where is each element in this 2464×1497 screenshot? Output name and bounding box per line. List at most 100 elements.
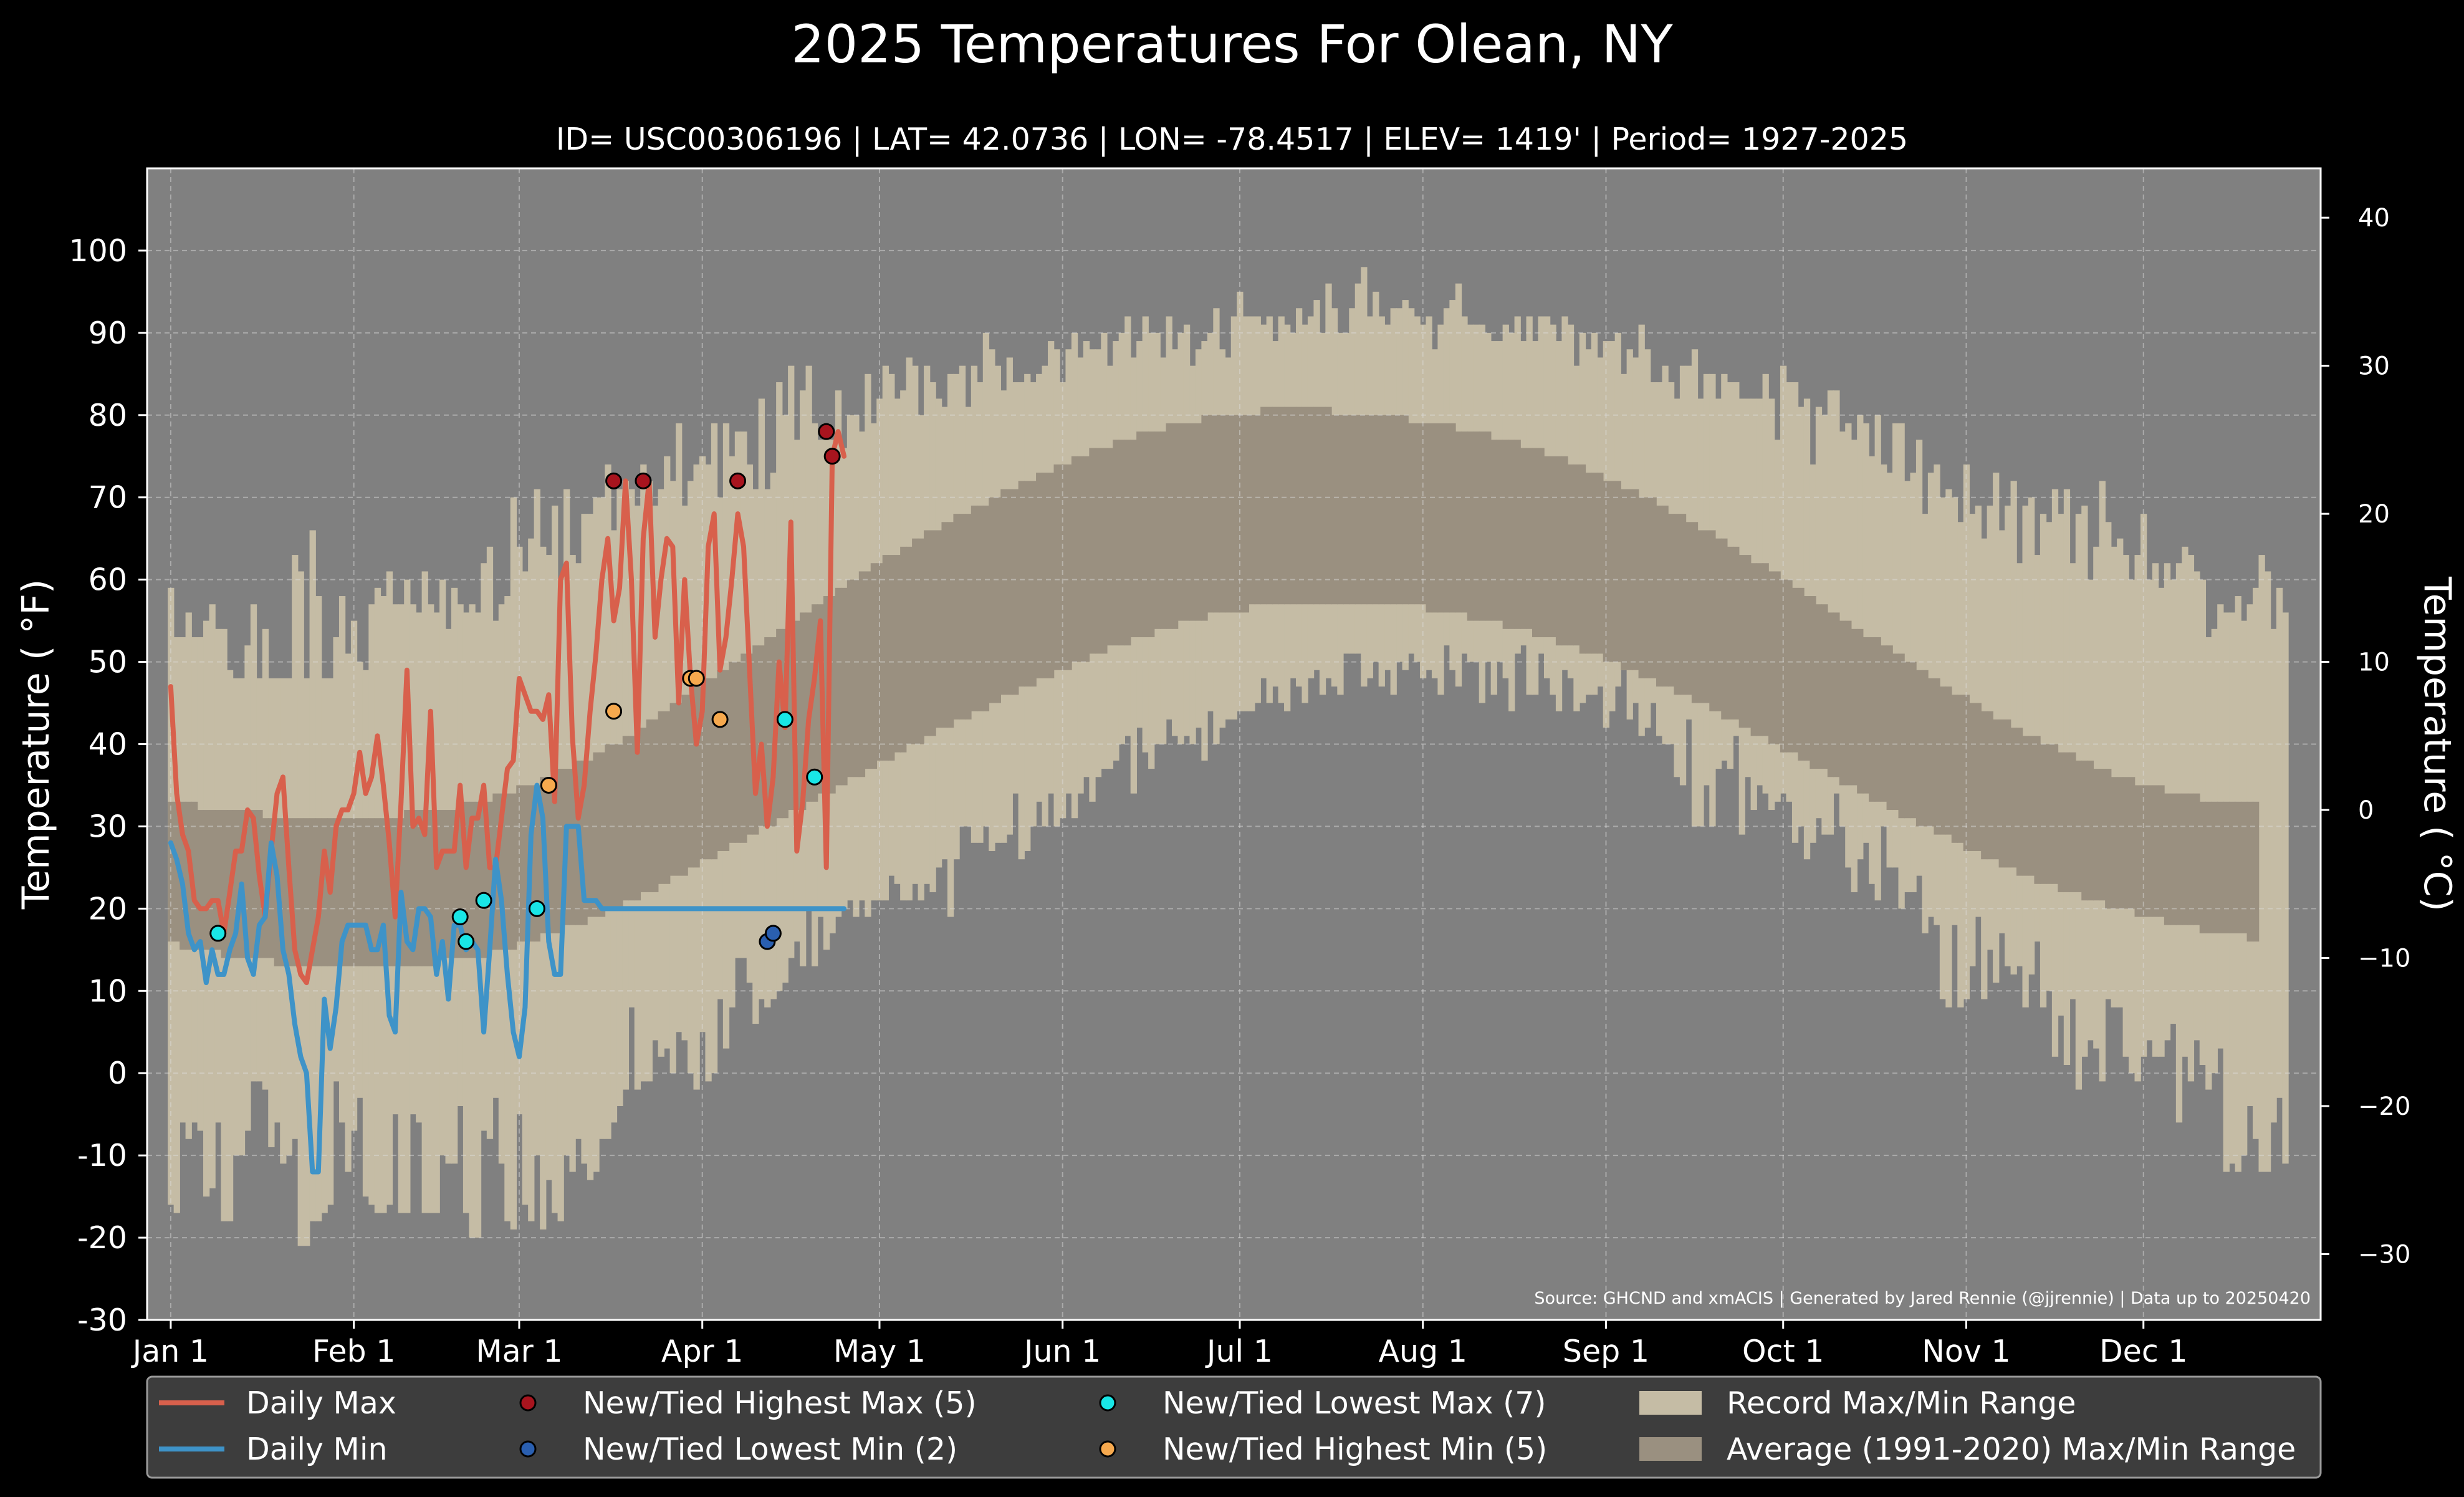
x-tick-label: Nov 1 <box>1922 1334 2010 1369</box>
normal-range-bar <box>1148 431 1155 637</box>
normal-range-bar <box>699 686 706 860</box>
normal-range-bar <box>1302 407 1308 605</box>
normal-range-bar <box>1195 423 1202 621</box>
normal-range-bar <box>1490 440 1497 621</box>
record-range-bar <box>2105 522 2112 999</box>
normal-range-bar <box>982 505 990 711</box>
normal-range-bar <box>1361 415 1368 605</box>
normal-range-bar <box>545 777 552 933</box>
normal-range-bar <box>244 810 251 958</box>
normal-range-bar <box>2134 785 2141 917</box>
normal-range-bar <box>557 769 564 933</box>
normal-range-bar <box>800 612 807 811</box>
normal-range-bar <box>1550 456 1556 637</box>
normal-range-bar <box>1650 497 1657 678</box>
normal-range-bar <box>793 620 800 811</box>
record-range-bar <box>1862 423 1869 843</box>
normal-range-bar <box>2241 801 2248 933</box>
normal-range-bar <box>829 596 836 794</box>
normal-range-bar <box>688 695 694 868</box>
normal-range-bar <box>858 571 866 777</box>
normal-range-bar <box>1113 440 1119 646</box>
normal-range-bar <box>1738 555 1745 728</box>
normal-range-bar <box>1124 440 1131 646</box>
normal-range-bar <box>1390 415 1397 605</box>
normal-range-bar <box>1851 628 1858 786</box>
marker-new-tied-lowest-min <box>764 925 782 942</box>
record-range-bar <box>2270 628 2277 1123</box>
normal-range-bar <box>616 744 623 909</box>
normal-range-bar <box>658 711 664 884</box>
normal-range-bar <box>894 555 901 753</box>
normal-range-bar <box>168 801 175 942</box>
normal-range-bar <box>1101 448 1108 654</box>
normal-range-bar <box>1077 456 1084 662</box>
normal-range-bar <box>232 810 239 958</box>
normal-range-bar <box>717 670 724 852</box>
normal-range-bar <box>1998 719 2005 868</box>
normal-range-bar <box>1874 637 1881 802</box>
normal-range-bar <box>1745 555 1752 728</box>
normal-range-bar <box>1939 686 1947 835</box>
normal-range-bar <box>994 497 1002 703</box>
y2-tick-label: 10 <box>2358 648 2390 677</box>
normal-range-bar <box>1284 407 1291 605</box>
normal-range-bar <box>1981 711 1988 860</box>
normal-range-bar <box>1237 415 1244 613</box>
normal-range-bar <box>2111 777 2117 909</box>
normal-range-bar <box>1426 423 1432 613</box>
normal-range-bar <box>469 801 476 958</box>
normal-range-bar <box>474 801 482 958</box>
normal-range-bar <box>1904 662 1911 819</box>
marker-new-tied-lowest-max <box>806 768 823 786</box>
marker-new-tied-highest-max <box>605 472 623 489</box>
normal-range-bar <box>1733 546 1740 720</box>
normal-range-bar <box>1597 473 1604 654</box>
record-range-bar <box>2282 612 2289 1164</box>
y-tick-label: -20 <box>77 1220 127 1256</box>
normal-range-bar <box>2193 793 2200 925</box>
normal-range-bar <box>1632 489 1639 670</box>
normal-range-bar <box>1242 415 1249 613</box>
y-tick-label: 80 <box>89 398 127 433</box>
normal-range-bar <box>1006 489 1013 695</box>
normal-range-bar <box>1083 456 1090 662</box>
normal-range-bar <box>481 801 487 958</box>
normal-range-bar <box>2122 777 2129 909</box>
normal-range-bar <box>1685 522 1692 695</box>
normal-range-bar <box>522 785 529 942</box>
marker-new-tied-highest-max <box>823 448 841 465</box>
normal-range-bar <box>1786 579 1793 753</box>
legend-label: Daily Min <box>246 1432 388 1467</box>
normal-range-bar <box>1449 423 1456 613</box>
normal-range-bar <box>1709 530 1716 711</box>
normal-range-bar <box>1508 440 1515 629</box>
normal-range-bar <box>1579 464 1586 654</box>
normal-range-bar <box>2046 744 2053 884</box>
normal-range-bar <box>1018 481 1025 687</box>
y-tick-label: 50 <box>89 645 127 680</box>
normal-range-bar <box>1993 719 2000 860</box>
normal-range-bar <box>457 801 464 958</box>
normal-range-bar <box>605 744 611 909</box>
normal-range-bar <box>669 703 676 876</box>
normal-range-bar <box>1106 448 1114 646</box>
normal-range-bar <box>1089 448 1096 654</box>
record-markers <box>209 423 841 950</box>
normal-range-bar <box>1922 670 1929 827</box>
normal-range-bar <box>1497 440 1503 621</box>
normal-range-bar <box>1910 662 1917 819</box>
normal-range-bar <box>1532 448 1539 637</box>
marker-new-tied-lowest-max <box>451 908 469 926</box>
normal-range-bar <box>1485 431 1492 621</box>
normal-range-bar <box>1307 407 1315 605</box>
normal-range-bar <box>2140 785 2147 917</box>
normal-range-bar <box>357 818 363 966</box>
normal-range-bar <box>1230 415 1238 613</box>
normal-range-bar <box>646 719 653 892</box>
source-note: Source: GHCND and xmACIS | Generated by … <box>1534 1289 2311 1308</box>
normal-range-bar <box>1249 415 1255 605</box>
normal-range-bar <box>1408 423 1415 605</box>
legend-dot-swatch <box>519 1440 537 1458</box>
normal-range-bar <box>410 810 416 966</box>
